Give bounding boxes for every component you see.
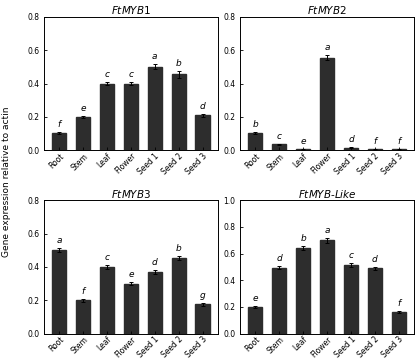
Text: b: b xyxy=(176,59,182,68)
Bar xyxy=(171,74,186,150)
Text: a: a xyxy=(324,43,330,52)
Text: d: d xyxy=(348,135,354,144)
Bar xyxy=(272,268,286,334)
Bar xyxy=(392,149,406,150)
Bar xyxy=(320,58,334,150)
Text: e: e xyxy=(80,104,86,112)
Bar xyxy=(248,307,263,334)
Text: a: a xyxy=(324,226,330,235)
Bar xyxy=(148,67,162,150)
Bar xyxy=(368,268,382,334)
Text: b: b xyxy=(300,234,306,243)
Text: a: a xyxy=(56,236,62,245)
Text: f: f xyxy=(397,137,400,146)
Text: e: e xyxy=(128,270,134,279)
Text: f: f xyxy=(82,287,85,296)
Text: c: c xyxy=(104,70,110,79)
Bar xyxy=(76,117,90,150)
Bar xyxy=(344,148,358,150)
Bar xyxy=(196,115,210,150)
Bar xyxy=(248,133,263,150)
Text: f: f xyxy=(397,298,400,308)
Text: e: e xyxy=(301,137,306,146)
Bar xyxy=(296,248,310,334)
Text: b: b xyxy=(176,244,182,253)
Bar xyxy=(124,84,138,150)
Bar xyxy=(124,284,138,334)
Title: $\it{FtMYB2}$: $\it{FtMYB2}$ xyxy=(307,4,347,16)
Text: c: c xyxy=(104,253,110,262)
Bar xyxy=(52,250,66,334)
Text: d: d xyxy=(372,255,378,264)
Bar xyxy=(171,258,186,334)
Text: c: c xyxy=(277,132,282,141)
Text: d: d xyxy=(152,258,158,268)
Bar xyxy=(148,272,162,334)
Title: $\it{FtMYB}$-$\it{Like}$: $\it{FtMYB}$-$\it{Like}$ xyxy=(298,187,357,199)
Text: e: e xyxy=(252,294,258,303)
Bar xyxy=(296,149,310,150)
Text: Gene expression relative to actin: Gene expression relative to actin xyxy=(2,107,11,257)
Text: c: c xyxy=(128,70,133,79)
Bar xyxy=(100,84,114,150)
Title: $\it{FtMYB1}$: $\it{FtMYB1}$ xyxy=(111,4,151,16)
Text: d: d xyxy=(276,254,282,263)
Text: d: d xyxy=(200,102,206,111)
Bar xyxy=(392,312,406,334)
Bar xyxy=(320,240,334,334)
Text: c: c xyxy=(349,252,354,260)
Text: f: f xyxy=(58,120,61,129)
Bar xyxy=(344,265,358,334)
Text: f: f xyxy=(373,137,377,146)
Title: $\it{FtMYB3}$: $\it{FtMYB3}$ xyxy=(111,187,151,199)
Text: b: b xyxy=(252,120,258,129)
Bar xyxy=(272,145,286,150)
Text: a: a xyxy=(152,52,158,62)
Bar xyxy=(196,304,210,334)
Bar xyxy=(368,149,382,150)
Text: g: g xyxy=(200,291,206,300)
Bar xyxy=(76,300,90,334)
Bar xyxy=(52,133,66,150)
Bar xyxy=(100,267,114,334)
